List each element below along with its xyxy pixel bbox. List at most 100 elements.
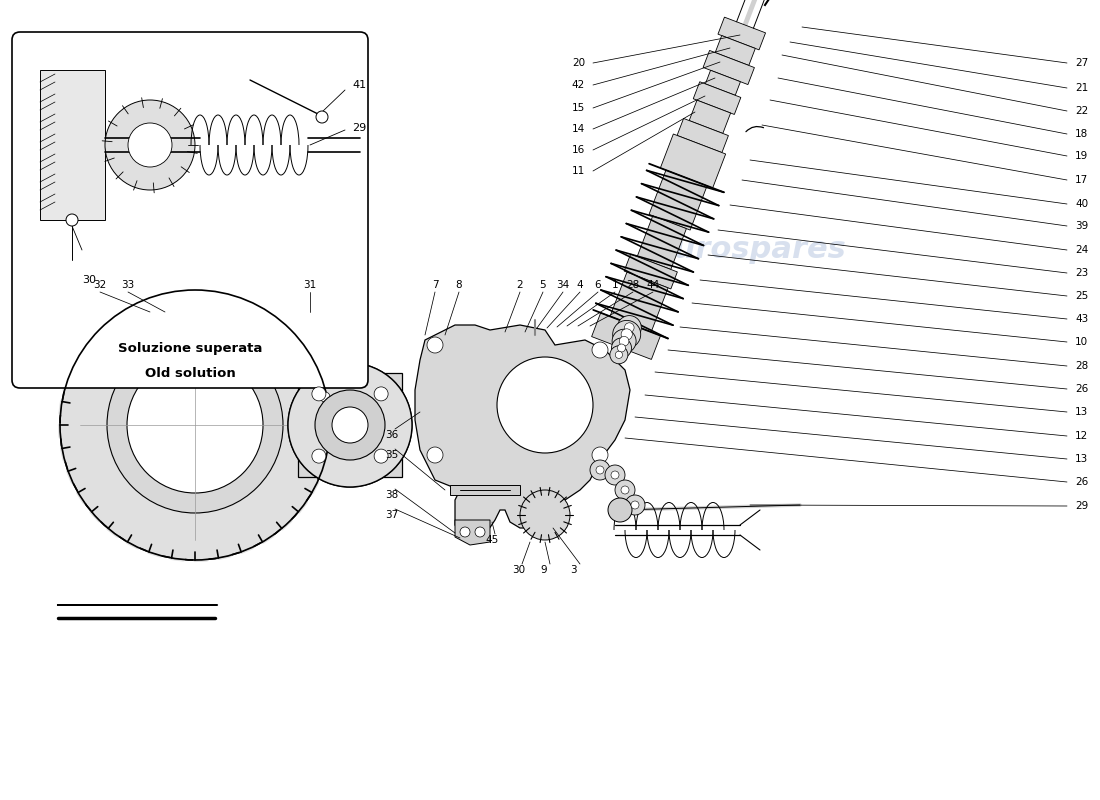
Text: 11: 11 (572, 166, 585, 176)
Text: 21: 21 (1075, 83, 1088, 93)
Circle shape (617, 344, 626, 352)
Circle shape (613, 320, 640, 349)
Circle shape (631, 501, 639, 509)
Circle shape (316, 111, 328, 123)
Circle shape (66, 214, 78, 226)
Text: Old solution: Old solution (144, 367, 235, 380)
Circle shape (615, 351, 623, 358)
Circle shape (104, 100, 195, 190)
Polygon shape (705, 70, 740, 95)
Circle shape (374, 387, 388, 401)
Text: 29: 29 (1075, 501, 1088, 511)
Text: 3: 3 (570, 565, 576, 575)
Circle shape (619, 336, 629, 346)
Polygon shape (718, 17, 766, 50)
Text: 19: 19 (1075, 151, 1088, 161)
Circle shape (612, 338, 631, 358)
Circle shape (305, 405, 345, 445)
Circle shape (312, 387, 326, 401)
Text: 33: 33 (121, 280, 134, 290)
Circle shape (316, 416, 334, 434)
Text: 27: 27 (1075, 58, 1088, 68)
Text: 18: 18 (1075, 129, 1088, 139)
Polygon shape (610, 272, 668, 332)
Text: 45: 45 (485, 535, 498, 545)
Text: 24: 24 (1075, 245, 1088, 255)
Polygon shape (678, 118, 728, 153)
Text: 35: 35 (385, 450, 398, 460)
Polygon shape (693, 82, 740, 114)
Circle shape (608, 498, 632, 522)
Circle shape (609, 346, 628, 364)
Text: 44: 44 (647, 280, 660, 290)
Circle shape (320, 392, 330, 402)
Text: 4: 4 (576, 280, 583, 290)
Circle shape (592, 342, 608, 358)
Polygon shape (40, 70, 104, 220)
Polygon shape (415, 325, 630, 540)
Circle shape (332, 407, 368, 443)
Circle shape (315, 390, 385, 460)
Circle shape (610, 471, 619, 479)
Circle shape (312, 449, 326, 463)
Text: 30: 30 (82, 275, 96, 285)
Polygon shape (690, 100, 730, 134)
Circle shape (590, 460, 610, 480)
Circle shape (497, 357, 593, 453)
Circle shape (617, 315, 641, 339)
Text: 14: 14 (572, 124, 585, 134)
Circle shape (475, 527, 485, 537)
Polygon shape (455, 520, 490, 545)
Text: 28: 28 (626, 280, 639, 290)
Text: 25: 25 (1075, 291, 1088, 301)
Text: 26: 26 (1075, 384, 1088, 394)
Circle shape (625, 322, 634, 333)
Polygon shape (715, 35, 756, 66)
Text: 36: 36 (385, 430, 398, 440)
Text: 1: 1 (612, 280, 618, 290)
Circle shape (520, 490, 570, 540)
Polygon shape (637, 216, 686, 270)
Text: 7: 7 (431, 280, 438, 290)
Circle shape (427, 337, 443, 353)
Polygon shape (298, 373, 402, 477)
Text: 43: 43 (1075, 314, 1088, 324)
Text: 32: 32 (94, 280, 107, 290)
Text: 38: 38 (385, 490, 398, 500)
Text: 31: 31 (304, 280, 317, 290)
Polygon shape (450, 485, 520, 495)
Text: 13: 13 (1075, 407, 1088, 417)
Text: eurospares: eurospares (653, 235, 846, 265)
Polygon shape (624, 254, 678, 289)
Circle shape (621, 486, 629, 494)
Text: 13: 13 (1075, 454, 1088, 464)
Circle shape (621, 329, 632, 340)
Text: 12: 12 (1075, 431, 1088, 441)
Circle shape (427, 447, 443, 463)
Text: 10: 10 (1075, 337, 1088, 347)
Circle shape (288, 363, 412, 487)
Text: 39: 39 (1075, 221, 1088, 231)
Circle shape (605, 465, 625, 485)
FancyBboxPatch shape (12, 32, 369, 388)
Text: 16: 16 (572, 145, 585, 155)
Text: 17: 17 (1075, 175, 1088, 185)
Polygon shape (592, 313, 660, 359)
Circle shape (126, 357, 263, 493)
Text: 41: 41 (352, 80, 366, 90)
Text: 40: 40 (1075, 199, 1088, 209)
Text: 23: 23 (1075, 268, 1088, 278)
Circle shape (128, 123, 172, 167)
Text: 15: 15 (572, 103, 585, 113)
Text: 2: 2 (517, 280, 524, 290)
Circle shape (60, 290, 330, 560)
Circle shape (596, 466, 604, 474)
Text: 8: 8 (455, 280, 462, 290)
Text: 26: 26 (1075, 477, 1088, 487)
Polygon shape (660, 134, 726, 188)
Polygon shape (649, 170, 707, 230)
Text: 30: 30 (512, 565, 525, 575)
Text: eurospares: eurospares (154, 406, 346, 434)
Text: 29: 29 (352, 123, 366, 133)
Text: 28: 28 (1075, 361, 1088, 371)
